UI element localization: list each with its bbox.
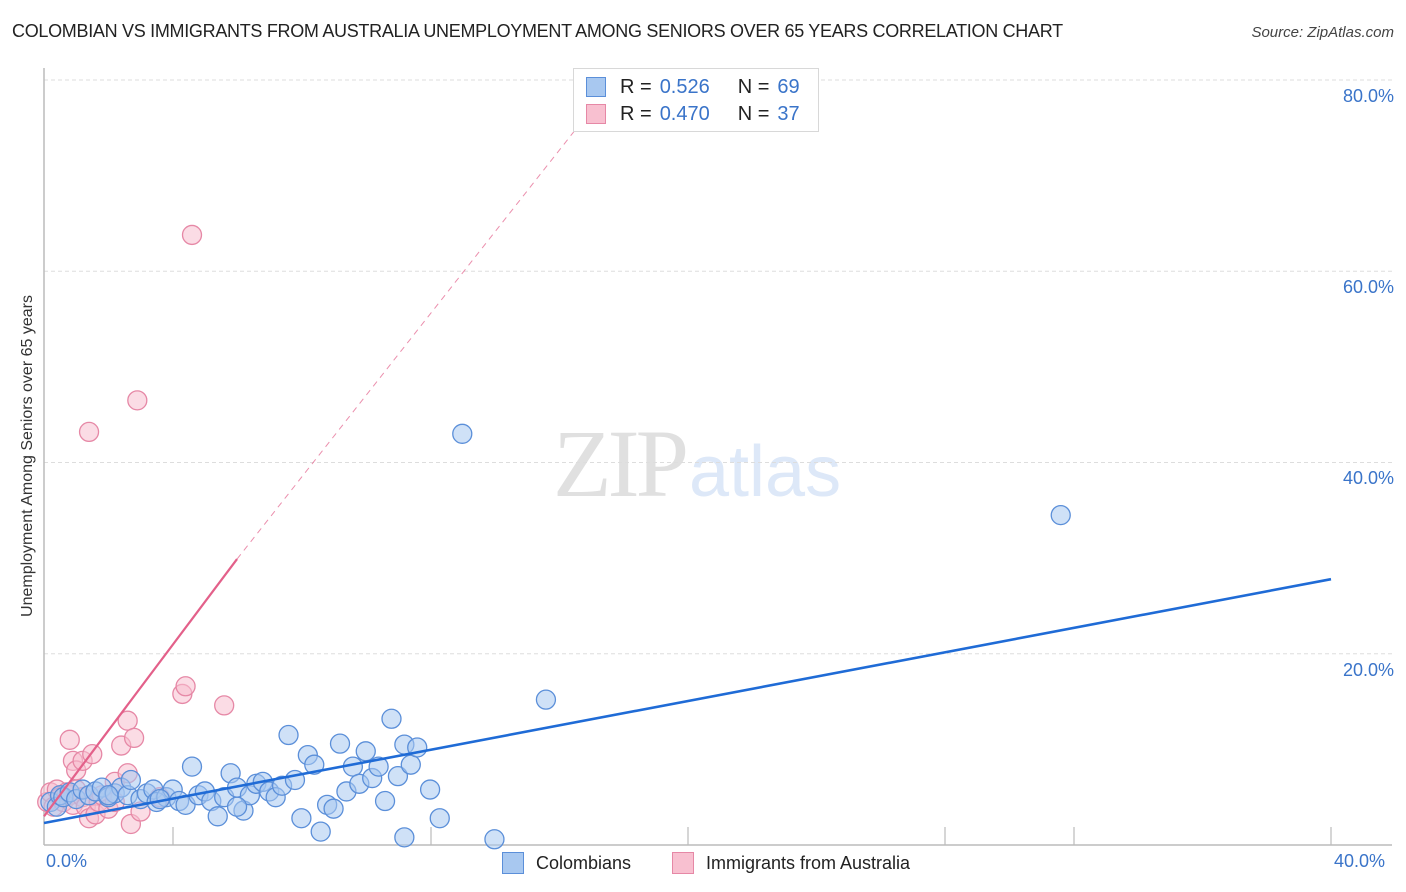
australia-legend-swatch-icon xyxy=(672,852,694,874)
n-value: 37 xyxy=(777,102,800,125)
legend-label-australia: Immigrants from Australia xyxy=(706,852,911,873)
x-tick-40: 40.0% xyxy=(1334,851,1386,871)
data-point xyxy=(1050,504,1071,526)
colombian-points xyxy=(40,423,1071,850)
data-point xyxy=(400,754,421,775)
r-value: 0.526 xyxy=(659,75,710,98)
y-tick-60: 60.0% xyxy=(1342,277,1394,297)
australia-swatch-icon xyxy=(586,104,606,124)
australia-trendline xyxy=(43,558,238,817)
data-point xyxy=(535,689,557,710)
trend-lines xyxy=(43,89,1332,825)
data-point xyxy=(329,733,351,754)
y-tick-40: 40.0% xyxy=(1342,468,1394,488)
data-point xyxy=(304,754,325,775)
correlation-legend: R = 0.526 N = 69 R = 0.470 N = 37 xyxy=(573,68,819,132)
data-point xyxy=(323,798,344,819)
data-point xyxy=(207,806,228,827)
zipatlas-watermark: ZIPatlas xyxy=(553,408,841,519)
data-point xyxy=(127,390,148,411)
data-point xyxy=(226,796,248,817)
colombians-legend-swatch-icon xyxy=(502,852,524,874)
legend-item-australia[interactable]: Immigrants from Australia xyxy=(672,852,910,874)
gridlines xyxy=(44,79,1392,655)
data-point xyxy=(310,821,331,842)
data-point xyxy=(214,695,235,716)
y-axis-label: Unemployment Among Seniors over 65 years xyxy=(19,295,36,617)
colombians-swatch-icon xyxy=(586,77,606,97)
data-point xyxy=(355,741,376,762)
data-point xyxy=(291,808,312,829)
n-value: 69 xyxy=(777,75,800,98)
data-point xyxy=(374,790,396,812)
r-label: R = xyxy=(620,102,652,125)
data-point xyxy=(381,708,402,729)
data-point xyxy=(484,829,505,850)
data-point xyxy=(278,724,299,746)
axes xyxy=(43,68,1392,846)
source-label: Source: ZipAtlas.com xyxy=(1251,24,1394,41)
watermark-atlas: atlas xyxy=(689,432,842,512)
y-tick-20: 20.0% xyxy=(1342,660,1394,680)
australia-trendline-extension xyxy=(236,89,608,560)
data-point xyxy=(181,224,203,246)
colombians-trendline xyxy=(43,577,1332,825)
x-tick-0: 0.0% xyxy=(46,851,88,871)
data-point xyxy=(181,756,203,777)
data-point xyxy=(429,808,450,829)
data-point xyxy=(452,423,473,444)
r-value: 0.470 xyxy=(659,102,710,125)
legend-item-colombians[interactable]: Colombians xyxy=(502,852,631,874)
australia-points xyxy=(37,224,235,835)
chart-title: COLOMBIAN VS IMMIGRANTS FROM AUSTRALIA U… xyxy=(12,21,1063,41)
r-label: R = xyxy=(620,75,652,98)
data-point xyxy=(78,421,100,443)
data-point xyxy=(419,779,441,800)
data-point xyxy=(368,756,389,777)
watermark-zip: ZIP xyxy=(553,410,689,517)
series-legend: Colombians Immigrants from Australia xyxy=(0,852,1406,878)
legend-label-colombians: Colombians xyxy=(536,852,632,873)
data-point xyxy=(59,729,80,750)
data-point xyxy=(120,769,142,791)
n-label: N = xyxy=(737,75,770,98)
legend-row-colombians: R = 0.526 N = 69 xyxy=(586,75,800,99)
data-point xyxy=(175,676,196,697)
data-point xyxy=(123,727,145,749)
data-point xyxy=(387,766,409,787)
n-label: N = xyxy=(737,102,770,125)
legend-row-australia: R = 0.470 N = 37 xyxy=(586,102,800,126)
y-tick-80: 80.0% xyxy=(1342,86,1394,106)
data-point xyxy=(394,827,415,848)
data-point xyxy=(98,785,119,806)
